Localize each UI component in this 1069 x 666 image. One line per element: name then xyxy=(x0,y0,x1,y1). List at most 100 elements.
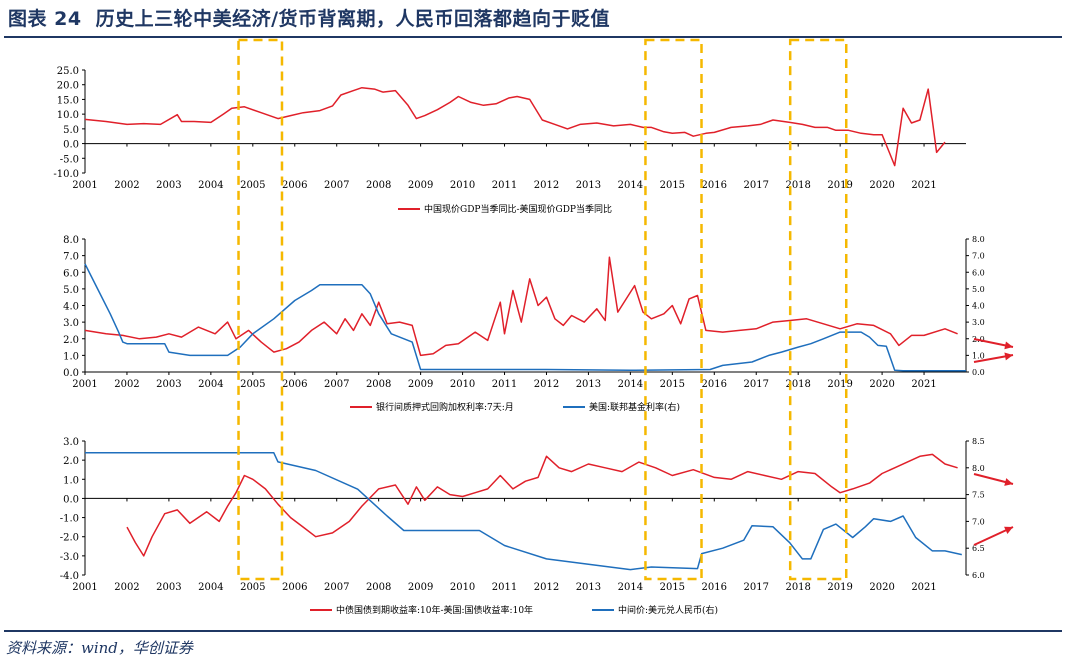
x-tick-label: 2007 xyxy=(324,379,349,390)
series-line-blue-2 xyxy=(85,452,962,571)
x-tick-label: 2020 xyxy=(869,379,894,390)
y-tick-label-right: 5.0 xyxy=(972,285,985,294)
series-line-red-1 xyxy=(84,256,958,357)
x-tick-label: 2019 xyxy=(827,180,852,191)
x-tick-label: 2003 xyxy=(156,582,181,593)
y-tick-label-left: 1.0 xyxy=(63,351,79,362)
y-tick-label-left: 5.0 xyxy=(63,285,79,296)
y-tick-label-right: 6.0 xyxy=(972,268,985,277)
y-tick-label-left: 1.0 xyxy=(63,475,79,486)
highlight-box-1 xyxy=(237,38,284,581)
x-tick-label: 2021 xyxy=(911,180,936,191)
x-tick-label: 2006 xyxy=(282,582,307,593)
x-tick-label: 2015 xyxy=(660,180,685,191)
arrow-bottom-down-head xyxy=(1004,478,1013,486)
x-tick-label: 2007 xyxy=(324,180,349,191)
x-tick-label: 2012 xyxy=(534,180,559,191)
y-tick-label-right: 1.0 xyxy=(972,351,985,360)
y-tick-label-left: 7.0 xyxy=(63,252,79,263)
legend-bottom-right: 中间价:美元兑人民币(右) xyxy=(618,604,718,616)
x-tick-label: 2020 xyxy=(869,582,894,593)
y-tick-label-left: 3.0 xyxy=(63,318,79,329)
x-tick-label: 2019 xyxy=(827,379,852,390)
figure-title: 图表 24 历史上三轮中美经济/货币背离期，人民币回落都趋向于贬值 xyxy=(8,5,1063,33)
y-tick-label-left: 4.0 xyxy=(63,302,79,313)
x-tick-label: 2004 xyxy=(198,582,223,593)
highlight-box-3 xyxy=(788,38,848,581)
y-tick-label-right: 3.0 xyxy=(972,318,985,327)
x-tick-label: 2010 xyxy=(450,379,475,390)
x-tick-label: 2002 xyxy=(114,582,139,593)
bottom-rule xyxy=(4,630,1062,632)
x-tick-label: 2015 xyxy=(660,582,685,593)
x-tick-label: 2009 xyxy=(408,379,433,390)
x-tick-label: 2016 xyxy=(702,379,727,390)
y-tick-label-left: 8.0 xyxy=(63,235,79,246)
x-tick-label: 2012 xyxy=(534,379,559,390)
series-line-red-2 xyxy=(126,453,958,557)
x-tick-label: 2021 xyxy=(911,582,936,593)
x-tick-label: 2010 xyxy=(450,582,475,593)
legend-bottom-left: 中债国债到期收益率:10年-美国:国债收益率:10年 xyxy=(336,604,533,616)
x-tick-label: 2015 xyxy=(660,379,685,390)
y-tick-label-left: 15.0 xyxy=(57,95,79,106)
y-tick-label-left: 0.0 xyxy=(63,368,79,379)
y-tick-label-left: 0.0 xyxy=(63,494,79,505)
y-tick-label-left: 5.0 xyxy=(63,125,79,136)
y-tick-label-left: 2.0 xyxy=(63,335,79,346)
y-tick-label-right: 7.5 xyxy=(972,491,985,500)
x-tick-label: 2006 xyxy=(282,379,307,390)
x-tick-label: 2006 xyxy=(282,180,307,191)
y-tick-label-right: 0.0 xyxy=(972,368,985,377)
x-tick-label: 2019 xyxy=(827,582,852,593)
x-tick-label: 2018 xyxy=(785,582,810,593)
x-tick-label: 2012 xyxy=(534,582,559,593)
x-tick-label: 2003 xyxy=(156,379,181,390)
y-tick-label-right: 7.0 xyxy=(972,252,985,261)
x-tick-label: 2001 xyxy=(72,582,97,593)
x-tick-label: 2005 xyxy=(240,582,265,593)
legend-mid-left: 银行间质押式回购加权利率:7天:月 xyxy=(376,401,514,413)
x-tick-label: 2021 xyxy=(911,379,936,390)
x-tick-label: 2014 xyxy=(618,582,643,593)
x-tick-label: 2014 xyxy=(618,379,643,390)
series-line-blue-1 xyxy=(84,263,966,372)
y-tick-label-right: 7.0 xyxy=(972,517,985,526)
x-tick-label: 2020 xyxy=(869,180,894,191)
legend-mid-right: 美国:联邦基金利率(右) xyxy=(589,401,680,413)
x-tick-label: 2009 xyxy=(408,180,433,191)
y-tick-label-left: 6.0 xyxy=(63,268,79,279)
x-tick-label: 2009 xyxy=(408,582,433,593)
y-tick-label-left: 2.0 xyxy=(63,456,79,467)
x-tick-label: 2017 xyxy=(744,180,769,191)
x-tick-label: 2016 xyxy=(702,180,727,191)
figure-heading: 历史上三轮中美经济/货币背离期，人民币回落都趋向于贬值 xyxy=(95,8,611,30)
x-tick-label: 2016 xyxy=(702,582,727,593)
y-tick-label-left: -10.0 xyxy=(53,169,79,180)
y-tick-label-left: 10.0 xyxy=(57,110,79,121)
x-tick-label: 2013 xyxy=(576,582,601,593)
x-tick-label: 2013 xyxy=(576,379,601,390)
arrow-mid-down-head xyxy=(1004,341,1013,350)
x-tick-label: 2001 xyxy=(72,379,97,390)
x-tick-label: 2005 xyxy=(240,379,265,390)
x-tick-label: 2011 xyxy=(492,379,517,390)
y-tick-label-left: 25.0 xyxy=(57,66,79,77)
y-tick-label-right: 8.0 xyxy=(972,464,985,473)
x-tick-label: 2008 xyxy=(366,180,391,191)
x-tick-label: 2017 xyxy=(744,582,769,593)
y-tick-label-right: 8.5 xyxy=(972,437,985,446)
figure-number: 图表 24 xyxy=(8,8,82,30)
y-tick-label-right: 6.5 xyxy=(972,544,985,553)
y-tick-label-left: -4.0 xyxy=(60,571,79,582)
x-tick-label: 2001 xyxy=(72,180,97,191)
y-tick-label-right: 8.0 xyxy=(972,235,985,244)
arrow-mid-up-head xyxy=(1004,352,1013,361)
y-tick-label-left: -2.0 xyxy=(60,533,79,544)
x-tick-label: 2005 xyxy=(240,180,265,191)
x-tick-label: 2013 xyxy=(576,180,601,191)
y-tick-label-right: 6.0 xyxy=(972,571,985,580)
source-note: 资料来源：wind，华创证券 xyxy=(6,639,193,657)
x-tick-label: 2002 xyxy=(114,379,139,390)
